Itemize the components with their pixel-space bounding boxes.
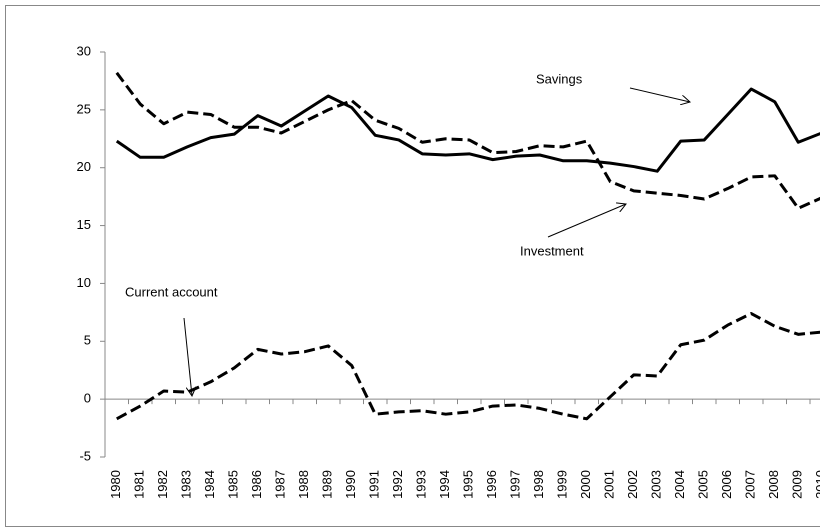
x-tick-label: 1984 <box>202 470 217 499</box>
y-tick-label: 15 <box>77 217 91 232</box>
y-tick-label: 0 <box>84 391 91 406</box>
x-tick-label: 2000 <box>578 470 593 499</box>
y-tick-label: 20 <box>77 159 91 174</box>
y-tick-label: 30 <box>77 43 91 58</box>
x-tick-label: 1995 <box>461 470 476 499</box>
annotation: Current account <box>125 284 218 299</box>
x-tick-label: 1997 <box>508 470 523 499</box>
chart-border <box>5 5 820 527</box>
x-tick-label: 1999 <box>555 470 570 499</box>
x-tick-label: 1990 <box>343 470 358 499</box>
x-tick-label: 1985 <box>226 470 241 499</box>
x-tick-label: 2001 <box>602 470 617 499</box>
series-line <box>115 87 820 173</box>
x-tick-label: 1986 <box>249 470 264 499</box>
x-tick-label: 2004 <box>672 470 687 499</box>
y-tick-label: 10 <box>77 275 91 290</box>
x-tick-label: 1982 <box>155 470 170 499</box>
y-tick-label: -5 <box>79 448 91 463</box>
x-tick-label: 1993 <box>414 470 429 499</box>
x-tick-label: 2007 <box>743 470 758 499</box>
y-tick-label: 25 <box>77 101 91 116</box>
x-tick-label: 2009 <box>790 470 805 499</box>
x-tick-label: 1987 <box>273 470 288 499</box>
x-tick-label: 1983 <box>179 470 194 499</box>
annotation: Savings <box>536 71 583 86</box>
series-line <box>116 312 820 421</box>
x-tick-label: 2005 <box>696 470 711 499</box>
x-tick-label: 1991 <box>367 470 382 499</box>
arrow <box>547 204 626 238</box>
y-tick-label: 5 <box>84 333 91 348</box>
x-tick-label: 2008 <box>766 470 781 499</box>
x-tick-label: 2006 <box>719 470 734 499</box>
series-line <box>115 71 820 210</box>
x-tick-label: 2003 <box>649 470 664 499</box>
x-tick-label: 1989 <box>320 470 335 499</box>
x-tick-label: 1996 <box>484 470 499 499</box>
x-tick-label: 1980 <box>108 470 123 499</box>
arrow <box>629 87 690 102</box>
x-tick-label: 1992 <box>390 470 405 499</box>
arrow <box>183 317 192 396</box>
x-tick-label: 1994 <box>437 470 452 499</box>
x-tick-label: 1981 <box>132 470 147 499</box>
x-tick-label: 2010 <box>813 470 820 499</box>
x-tick-label: 1988 <box>296 470 311 499</box>
annotation: Investment <box>520 243 584 258</box>
x-tick-label: 2002 <box>625 470 640 499</box>
x-tick-label: 1998 <box>531 470 546 499</box>
